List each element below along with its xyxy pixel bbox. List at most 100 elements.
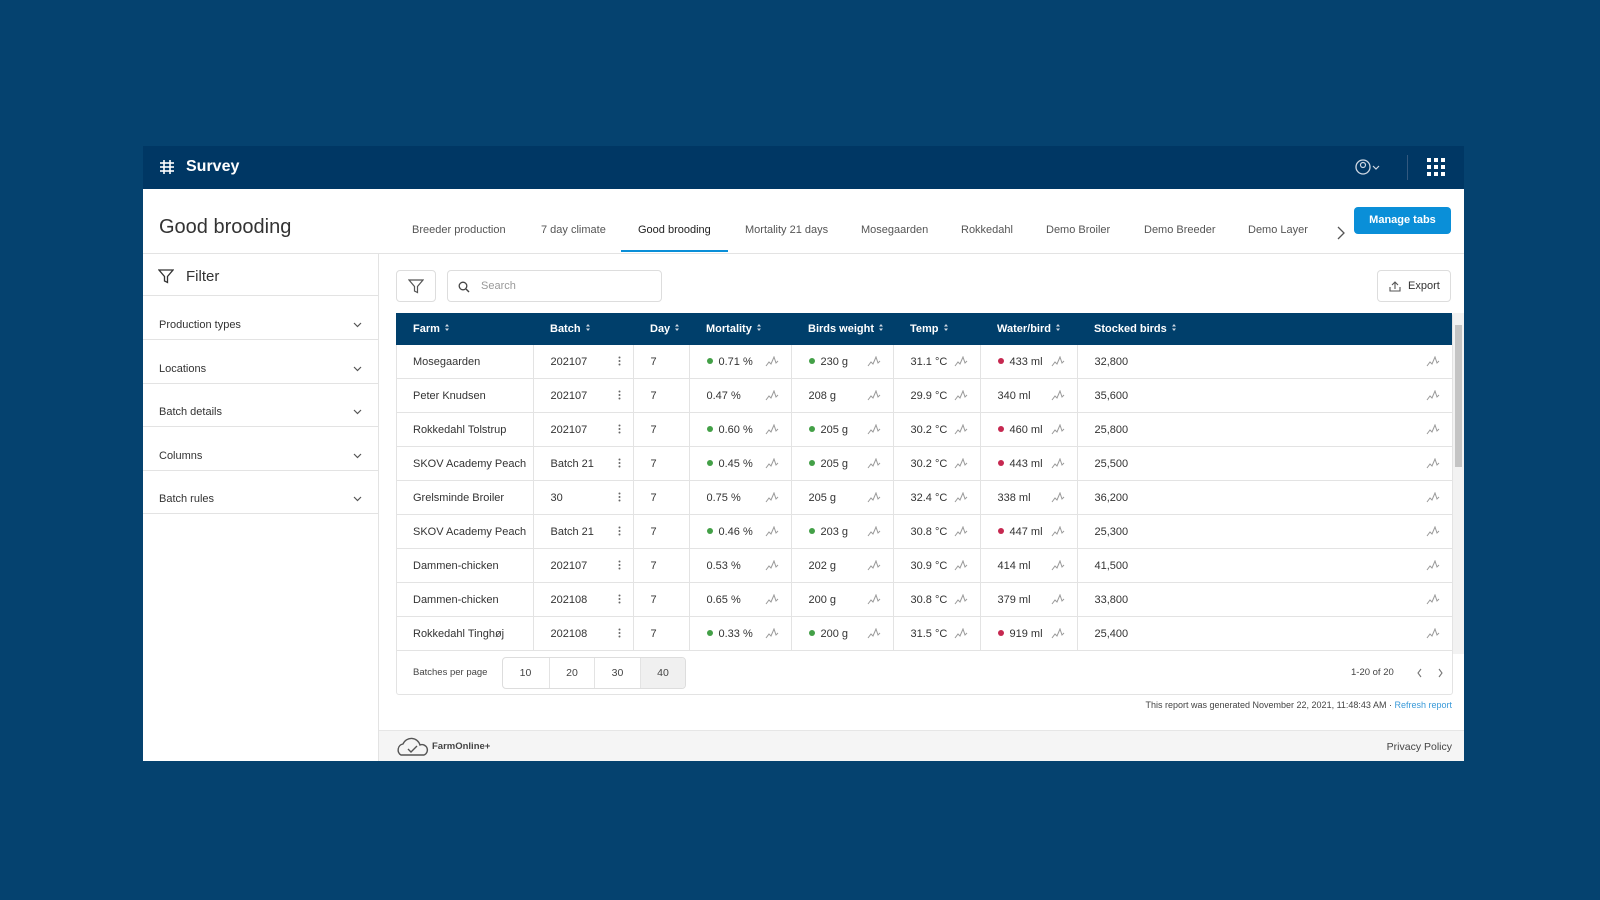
cell-text: 205 g: [820, 423, 849, 436]
trend-icon: [954, 458, 967, 469]
search-icon: [458, 281, 470, 293]
table-cell: Rokkedahl Tolstrup: [396, 412, 534, 447]
column-header[interactable]: Day: [633, 313, 689, 345]
sort-icon: [444, 324, 449, 331]
cell-text: 29.9 °C: [910, 389, 948, 402]
tab[interactable]: 7 day climate: [541, 224, 606, 236]
cell-text: 31.5 °C: [910, 627, 948, 640]
table-cell: 31.1 °C: [893, 345, 981, 379]
trend-icon: [867, 356, 880, 367]
tab[interactable]: Demo Layer: [1248, 224, 1308, 236]
filter-section-label: Batch rules: [159, 493, 215, 505]
tab[interactable]: Breeder production: [412, 224, 506, 236]
divider: [143, 295, 378, 296]
table-row[interactable]: Rokkedahl Tinghøj 202108 7 0.33 % 200 g 31.5 …: [396, 616, 1452, 651]
table-cell: 202107: [533, 412, 634, 447]
column-label: Temp: [910, 323, 939, 335]
export-button[interactable]: Export: [1377, 270, 1451, 302]
table-row[interactable]: Mosegaarden 202107 7 0.71 % 230 g 31.1 °C 433 …: [396, 345, 1452, 379]
sort-icon: [1056, 324, 1060, 331]
export-icon: [1389, 281, 1401, 292]
tab[interactable]: Mosegaarden: [861, 224, 929, 236]
row-menu: [618, 424, 620, 434]
row-menu: [618, 560, 620, 570]
table-cell: Rokkedahl Tinghøj: [396, 616, 534, 651]
cell-text: Rokkedahl Tinghøj: [413, 627, 505, 640]
trend-icon: [954, 492, 967, 503]
filter-section[interactable]: Batch details: [143, 383, 378, 427]
filter-section[interactable]: Locations: [143, 340, 378, 384]
search-placeholder: Search: [481, 280, 516, 292]
filter-button[interactable]: [396, 270, 436, 302]
column-header[interactable]: Water/bird: [980, 313, 1077, 345]
table-row[interactable]: Dammen-chicken 202108 7 0.65 % 200 g 30.8 °C 3…: [396, 582, 1452, 617]
table-cell: 30: [533, 480, 634, 515]
active-tab-underline: [621, 250, 728, 252]
cell-text: Mosegaarden: [413, 355, 481, 368]
cell-text: 0.46 %: [718, 525, 753, 538]
per-page-option[interactable]: 10: [519, 667, 532, 679]
column-header[interactable]: Stocked birds: [1077, 313, 1452, 345]
table-cell: 208 g: [791, 378, 894, 413]
table-cell: Dammen-chicken: [396, 548, 534, 583]
tab[interactable]: Mortality 21 days: [745, 224, 829, 236]
search-box[interactable]: Search: [447, 270, 662, 302]
apps-grid[interactable]: [1427, 158, 1445, 176]
cell-text: 203 g: [820, 525, 849, 538]
status-dot: [997, 527, 1004, 534]
manage-tabs-button[interactable]: Manage tabs: [1354, 207, 1451, 234]
user-menu[interactable]: [1355, 158, 1385, 176]
trend-icon: [765, 424, 778, 435]
privacy-link[interactable]: Privacy Policy: [1386, 741, 1452, 753]
table-row[interactable]: Rokkedahl Tolstrup 202107 7 0.60 % 205 g 30.2…: [396, 412, 1452, 447]
cell-text: 0.65 %: [706, 593, 741, 606]
table-cell: 443 ml: [980, 446, 1078, 481]
cell-text: 35,600: [1094, 389, 1129, 402]
per-page-option[interactable]: 20: [548, 658, 595, 688]
trend-icon: [867, 458, 880, 469]
column-header[interactable]: Mortality: [689, 313, 791, 345]
cell-text: 25,500: [1094, 457, 1129, 470]
cell-text: 0.60 %: [718, 423, 753, 436]
table-row[interactable]: Peter Knudsen 202107 7 0.47 % 208 g 29.9 °C 34…: [396, 378, 1452, 413]
sort-icon: [943, 324, 948, 331]
table-cell: 203 g: [791, 514, 894, 549]
column-header[interactable]: Temp: [893, 313, 980, 345]
table-row[interactable]: SKOV Academy Peach Batch 21 7 0.45 % 205 g 30…: [396, 446, 1452, 481]
filter-section[interactable]: Columns: [143, 427, 378, 471]
column-header[interactable]: Farm: [396, 313, 533, 345]
status-dot: [808, 527, 815, 534]
refresh-link[interactable]: Refresh report: [1394, 700, 1452, 710]
scroll-thumb[interactable]: [1455, 325, 1462, 467]
table-row[interactable]: Grelsminde Broiler 30 7 0.75 % 205 g 32.4 °C 3…: [396, 480, 1452, 515]
column-header[interactable]: Birds weight: [791, 313, 893, 345]
cell-text: SKOV Academy Peach: [413, 457, 527, 470]
page-arrows[interactable]: [1415, 668, 1445, 678]
tab[interactable]: Demo Broiler: [1046, 224, 1111, 236]
cell-text: Batch 21: [550, 525, 594, 538]
table-row[interactable]: SKOV Academy Peach Batch 21 7 0.46 % 203 g 30…: [396, 514, 1452, 549]
tab[interactable]: Rokkedahl: [961, 224, 1013, 236]
table-cell: 7: [633, 480, 690, 515]
filter-section[interactable]: Production types: [143, 296, 378, 340]
status-dot: [997, 459, 1004, 466]
tab[interactable]: Demo Breeder: [1144, 224, 1216, 236]
table-cell: 0.65 %: [689, 582, 792, 617]
cell-text: 433 ml: [1009, 355, 1043, 368]
per-page-option[interactable]: 40: [639, 658, 685, 688]
tab[interactable]: Good brooding: [638, 224, 711, 236]
table-row[interactable]: Dammen-chicken 202107 7 0.53 % 202 g 30.9 °C 4…: [396, 548, 1452, 583]
column-header[interactable]: Batch: [533, 313, 633, 345]
filter-section[interactable]: Batch rules: [143, 470, 378, 514]
per-page-option[interactable]: 30: [594, 658, 640, 688]
cell-text: 30.2 °C: [910, 423, 948, 436]
row-menu: [618, 390, 620, 400]
scrollbar[interactable]: [1453, 313, 1464, 654]
tab-scroll[interactable]: [1336, 226, 1346, 240]
cell-text: 7: [650, 491, 657, 504]
cell-text: 338 ml: [997, 491, 1031, 504]
cell-text: Batch 21: [550, 457, 594, 470]
trend-icon: [1051, 628, 1064, 639]
table-cell: Peter Knudsen: [396, 378, 534, 413]
page-title: Good brooding: [159, 216, 292, 238]
